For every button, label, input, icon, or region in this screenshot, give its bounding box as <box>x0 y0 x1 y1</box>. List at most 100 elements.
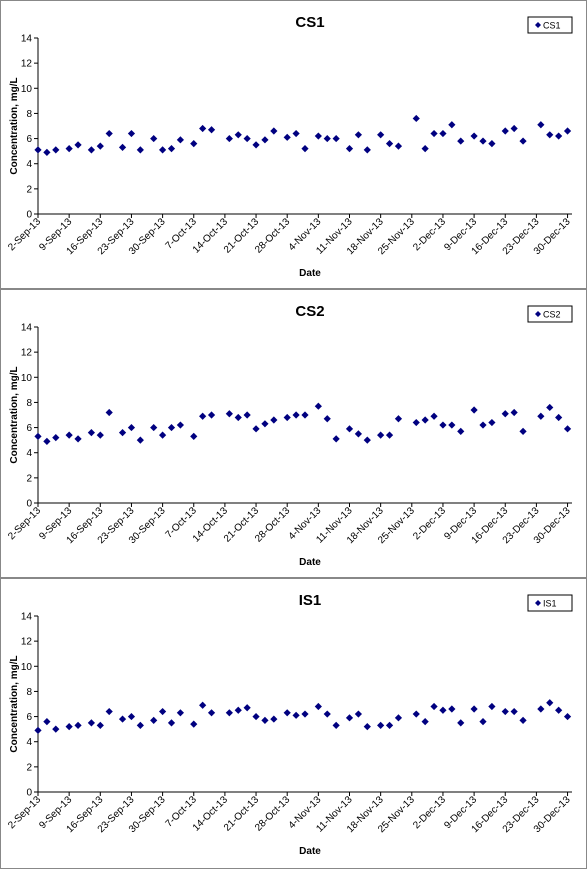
data-point <box>421 145 429 153</box>
data-point <box>457 137 465 145</box>
data-point <box>252 712 260 721</box>
data-point <box>207 126 216 134</box>
data-point <box>421 416 429 424</box>
data-point <box>199 701 207 709</box>
y-tick-label: 6 <box>26 423 32 434</box>
data-point <box>199 124 207 133</box>
data-point <box>510 124 518 133</box>
data-point <box>225 709 233 717</box>
y-tick-label: 4 <box>26 737 32 748</box>
data-point <box>261 136 269 144</box>
data-point <box>332 721 340 729</box>
data-point <box>43 148 51 156</box>
data-point <box>430 129 438 138</box>
data-point <box>167 145 176 153</box>
legend-marker <box>535 600 541 606</box>
data-point <box>488 418 496 427</box>
data-point <box>176 421 184 429</box>
data-point <box>252 425 260 433</box>
x-axis-title: Date <box>299 268 321 279</box>
data-point <box>261 420 269 428</box>
data-point <box>448 705 456 713</box>
y-tick-label: 8 <box>26 109 32 120</box>
legend-marker <box>535 311 541 317</box>
chart: CS1024681012142-Sep-139-Sep-1316-Sep-132… <box>0 0 587 289</box>
y-tick-label: 0 <box>26 210 32 221</box>
data-point <box>385 140 394 148</box>
chart-title: IS1 <box>299 592 322 609</box>
chart-title: CS2 <box>295 303 324 320</box>
data-point <box>34 146 42 154</box>
y-axis-title: Concentration, mg/L <box>9 77 20 174</box>
y-tick-label: 4 <box>26 448 32 459</box>
data-point <box>270 416 278 424</box>
data-point <box>234 706 242 714</box>
legend-box <box>527 16 573 34</box>
chart-title: CS1 <box>295 14 324 31</box>
data-point <box>234 131 242 139</box>
data-point <box>323 415 331 423</box>
data-point <box>105 707 113 716</box>
data-point <box>501 707 509 716</box>
legend-box <box>527 594 573 612</box>
data-point <box>412 418 420 427</box>
data-point <box>421 718 429 726</box>
data-point <box>301 145 309 153</box>
data-point <box>225 410 233 418</box>
data-point <box>270 715 278 723</box>
data-point <box>270 127 278 135</box>
y-tick-label: 2 <box>26 473 32 484</box>
y-tick-label: 12 <box>21 348 33 359</box>
data-point <box>136 146 144 154</box>
panel-border <box>0 289 587 578</box>
data-point <box>510 408 518 417</box>
data-point <box>412 114 420 123</box>
data-point <box>127 129 136 138</box>
y-tick-label: 14 <box>21 323 33 334</box>
data-point <box>470 406 478 414</box>
data-point <box>470 132 478 140</box>
legend-label: IS1 <box>543 599 557 609</box>
data-point <box>207 709 216 717</box>
data-point <box>519 137 527 145</box>
data-point <box>199 412 207 420</box>
panel-border <box>0 0 587 289</box>
data-point <box>555 706 563 714</box>
y-tick-label: 2 <box>26 184 32 195</box>
data-point <box>323 134 331 143</box>
y-axis-title: Concentration, mg/L <box>9 655 20 752</box>
data-point <box>394 415 403 423</box>
data-point <box>363 146 371 154</box>
data-point <box>159 146 167 154</box>
data-point <box>292 129 300 138</box>
data-point <box>537 412 545 420</box>
data-point <box>243 134 251 143</box>
legend-box <box>527 305 573 323</box>
data-point <box>555 413 563 422</box>
data-point <box>283 413 291 422</box>
data-point <box>314 132 322 140</box>
data-point <box>470 705 478 713</box>
y-tick-label: 0 <box>26 499 32 510</box>
y-tick-label: 10 <box>21 84 33 95</box>
data-point <box>354 430 362 438</box>
panel-border <box>0 578 587 869</box>
data-point <box>332 134 340 143</box>
y-tick-label: 10 <box>21 662 33 673</box>
chart: CS2024681012142-Sep-139-Sep-1316-Sep-132… <box>0 289 587 578</box>
data-point <box>159 707 167 716</box>
data-point <box>488 702 496 711</box>
data-point <box>537 121 545 129</box>
data-point <box>377 721 385 729</box>
x-axis-title: Date <box>299 557 321 568</box>
y-tick-label: 0 <box>26 788 32 799</box>
y-tick-label: 12 <box>21 637 33 648</box>
y-tick-label: 12 <box>21 59 33 70</box>
data-point <box>448 121 456 129</box>
data-point <box>301 411 309 419</box>
y-axis-title: Concentration, mg/L <box>9 366 20 463</box>
data-point <box>225 134 233 143</box>
legend-marker <box>535 22 541 28</box>
data-point <box>96 142 104 150</box>
